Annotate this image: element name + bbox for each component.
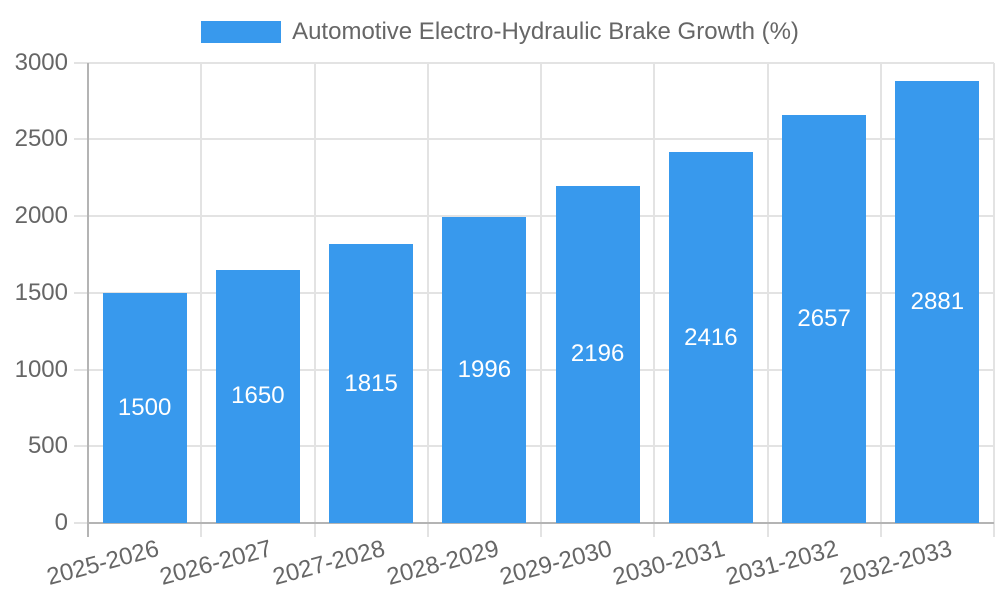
bar-value-label: 1500 [117,393,172,421]
legend-item[interactable]: Automotive Electro-Hydraulic Brake Growt… [0,18,1000,46]
v-gridline [993,62,995,523]
bar-value-label: 1996 [457,355,512,383]
bar [668,152,753,523]
y-axis-tick [74,368,88,371]
y-tick-label: 1000 [14,355,68,383]
x-axis-tick [879,523,882,537]
x-axis-line [88,522,994,524]
x-axis-tick [993,523,995,537]
bar [555,185,640,523]
v-gridline [200,62,203,523]
bar-value-label: 2196 [570,340,625,368]
y-axis-tick [74,138,88,141]
v-gridline [313,62,316,523]
y-tick-label: 3000 [14,48,68,76]
y-axis-tick [74,215,88,217]
y-tick-label: 0 [54,509,68,536]
legend-label: Automotive Electro-Hydraulic Brake Growt… [292,18,799,45]
x-tick-label: 2032-2033 [836,535,955,591]
bar-value-label: 2881 [910,287,965,315]
x-tick-label: 2027-2028 [270,535,389,591]
x-tick-label: 2026-2027 [157,535,275,591]
bar-value-label: 1650 [231,382,285,410]
x-tick-label: 2025-2026 [43,535,162,591]
x-axis-tick [200,523,203,537]
bar [102,292,187,523]
bar [215,269,300,523]
bar [442,216,527,523]
x-axis-tick [426,523,429,537]
x-axis-tick [653,523,656,537]
bar [329,244,414,523]
y-axis-line [87,62,89,523]
bar [782,115,867,523]
x-axis-tick [540,523,542,537]
v-gridline [766,62,769,523]
y-tick-label: 2500 [14,125,68,153]
y-axis-tick [74,61,88,64]
x-tick-label: 2029-2030 [496,535,615,591]
y-axis-tick [74,445,88,448]
y-tick-label: 1500 [14,278,68,306]
bar-value-label: 2416 [684,323,738,351]
x-axis-tick [313,523,316,537]
legend-color-swatch [201,21,282,43]
v-gridline [653,62,656,523]
bar-value-label: 1815 [344,369,398,397]
x-axis-tick [766,523,769,537]
x-axis-tick [87,523,89,537]
x-tick-label: 2030-2031 [610,535,728,591]
v-gridline [426,62,429,523]
y-tick-label: 500 [27,432,68,460]
x-tick-label: 2028-2029 [383,535,502,591]
bar-value-label: 2657 [797,305,851,333]
x-tick-label: 2031-2032 [723,535,842,591]
bar [895,80,980,523]
v-gridline [879,62,882,523]
y-tick-label: 2000 [14,202,68,229]
y-axis-tick [74,522,88,524]
y-axis-tick [74,291,88,294]
v-gridline [540,62,542,523]
